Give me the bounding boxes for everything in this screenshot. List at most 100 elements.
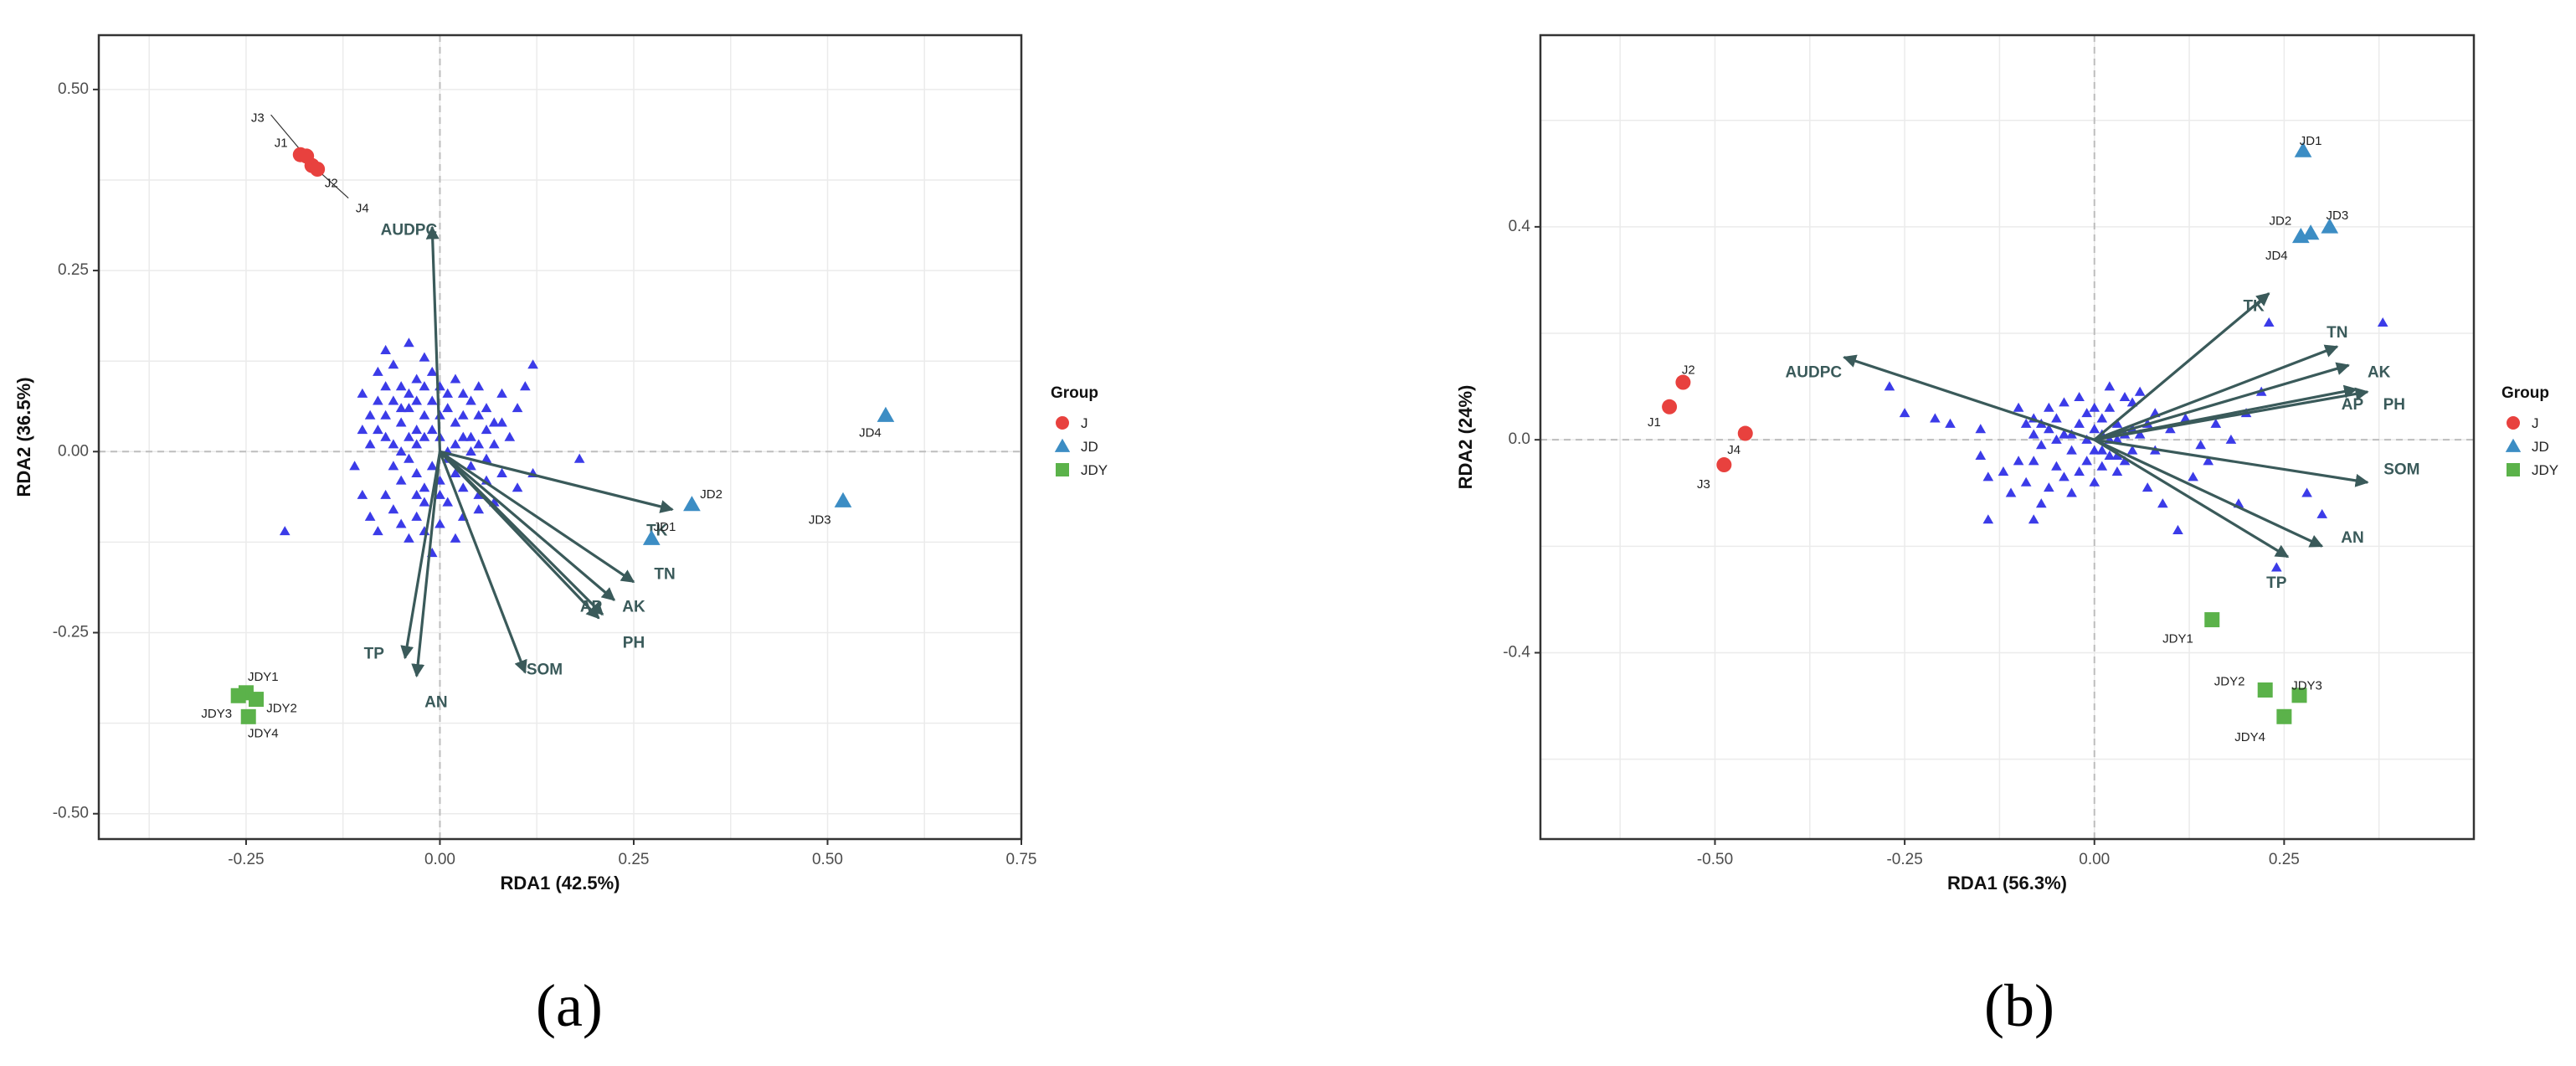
sample-label: JDY1 xyxy=(2162,632,2193,646)
sample-point xyxy=(2204,612,2220,628)
species-point xyxy=(349,461,360,471)
species-point xyxy=(465,431,476,441)
sample-point xyxy=(2291,227,2310,244)
label-leader-line xyxy=(319,172,349,199)
sample-point xyxy=(2291,687,2307,703)
species-point xyxy=(411,373,423,384)
chart-panel-b: AUDPC TK TN AK AP PH SOM AN TP JD1 JD2 JD3 JD4 J2 J1 J4… xyxy=(1289,0,2576,1066)
species-point xyxy=(404,388,414,398)
species-point xyxy=(2051,434,2062,444)
y-tick-label: -0.50 xyxy=(53,805,89,822)
species-point xyxy=(450,417,461,427)
sample-point xyxy=(2294,142,2312,157)
species-point xyxy=(419,431,430,441)
env-vector-label: TN xyxy=(2327,324,2347,342)
species-point xyxy=(380,381,391,391)
species-point xyxy=(395,475,407,485)
species-point xyxy=(496,417,507,427)
env-vector-arrow xyxy=(439,451,604,616)
sample-label: JDY3 xyxy=(201,707,232,721)
y-tick-label: -0.4 xyxy=(1503,643,1530,661)
axis-ticks: -0.50 -0.25 0.00 0.25 -0.4 0.0 0.4 xyxy=(1503,218,2300,868)
species-point xyxy=(2089,476,2100,487)
species-point xyxy=(404,453,414,463)
species-point xyxy=(411,511,423,521)
legend-label: J xyxy=(2532,415,2539,431)
species-point xyxy=(1945,418,1956,428)
species-point xyxy=(2188,471,2198,482)
species-point xyxy=(465,395,476,405)
caption-a: (a) xyxy=(536,972,603,1039)
legend-label: JD xyxy=(2532,439,2549,455)
rda-chart-a: AUDPCTKTNAKAPPHSOMTPANJ3J1J2J4JD1JD2JD3J… xyxy=(13,33,1108,893)
y-axis-label: RDA2 (36.5%) xyxy=(13,377,34,497)
species-point xyxy=(457,409,469,420)
sample-point xyxy=(2321,218,2339,234)
sample-label: J2 xyxy=(1682,363,1695,377)
species-point xyxy=(388,439,399,449)
env-vector-label: SOM xyxy=(2383,461,2419,478)
species-point xyxy=(450,373,461,384)
env-vector-label: TN xyxy=(654,565,675,583)
species-point xyxy=(2134,386,2146,396)
sample-point xyxy=(248,692,264,708)
sample-label: J1 xyxy=(275,136,288,151)
species-point xyxy=(357,425,368,435)
species-point xyxy=(2203,456,2214,466)
sample-point xyxy=(1675,374,1691,390)
species-point xyxy=(388,395,399,405)
x-tick-label: -0.25 xyxy=(228,851,264,868)
sample-point xyxy=(1662,399,1678,415)
species-point xyxy=(411,439,423,449)
y-axis-label: RDA2 (24%) xyxy=(1455,385,1476,490)
x-tick-label: 0.50 xyxy=(812,851,843,868)
species-point xyxy=(395,518,407,528)
species-point xyxy=(2066,445,2077,455)
species-point xyxy=(419,409,430,420)
species-point xyxy=(2195,440,2206,450)
species-point xyxy=(481,403,492,413)
species-point xyxy=(2059,429,2070,439)
species-point xyxy=(2270,562,2282,572)
sample-point xyxy=(240,708,256,724)
species-point xyxy=(380,489,391,499)
species-point xyxy=(2035,498,2047,508)
species-point xyxy=(357,489,368,499)
env-vector-arrow xyxy=(2094,362,2350,441)
species-point xyxy=(364,511,376,521)
env-vector-label: PH xyxy=(2383,396,2405,414)
env-vector-arrow xyxy=(2094,438,2324,548)
sample-label: JD1 xyxy=(654,520,676,534)
species-point xyxy=(426,425,438,435)
env-vector-label: AUDPC xyxy=(1786,364,1843,382)
species-point xyxy=(473,504,485,514)
env-vector-label: AK xyxy=(622,598,645,615)
species-point xyxy=(504,431,516,441)
sample-label: JD1 xyxy=(2300,134,2322,148)
legend: Group J JD JDY xyxy=(2501,384,2558,478)
y-tick-label: 0.0 xyxy=(1509,430,1530,448)
sample-label: JD2 xyxy=(700,487,722,502)
sample-label: J3 xyxy=(251,111,265,125)
species-point xyxy=(2051,413,2062,423)
env-vector-label: TP xyxy=(2266,574,2287,592)
species-point xyxy=(357,388,368,398)
species-point xyxy=(2081,434,2093,444)
species-point xyxy=(2089,445,2100,455)
species-point xyxy=(1998,466,2009,476)
species-point xyxy=(450,533,461,543)
species-point xyxy=(442,388,454,398)
species-point xyxy=(2104,450,2116,460)
x-tick-label: 0.25 xyxy=(2269,851,2300,868)
species-point xyxy=(2263,317,2275,327)
species-point xyxy=(411,489,423,499)
species-point xyxy=(2111,466,2123,476)
species-point xyxy=(2074,391,2085,402)
env-vector-arrow xyxy=(2093,292,2270,441)
env-vector-label: PH xyxy=(623,635,645,652)
species-point xyxy=(2059,471,2070,482)
env-vector-arrow xyxy=(425,225,442,452)
sample-point xyxy=(2301,224,2320,240)
legend-label: J xyxy=(1081,415,1088,431)
x-tick-label: 0.25 xyxy=(618,851,649,868)
